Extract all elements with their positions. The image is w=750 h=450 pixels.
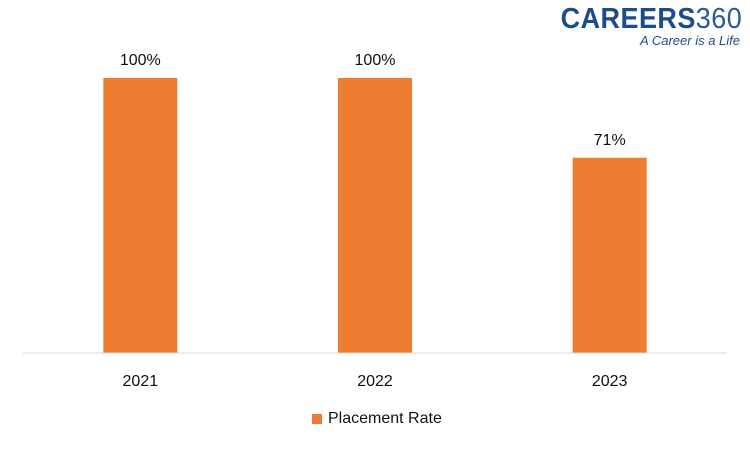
legend-label: Placement Rate xyxy=(328,410,442,427)
logo-tagline: A Career is a Life xyxy=(640,33,740,48)
chart-legend: Placement Rate xyxy=(312,410,442,428)
data-label-2022: 100% xyxy=(355,52,396,69)
x-tick-label-2021: 2021 xyxy=(123,373,159,390)
bar-2021 xyxy=(103,78,178,353)
data-label-2023: 71% xyxy=(594,132,626,149)
x-tick-labels-group: 2021 2022 2023 xyxy=(123,373,628,390)
data-labels-group: 100% 100% 71% xyxy=(120,52,626,149)
logo-text: CAREERS xyxy=(560,3,696,35)
bars-group xyxy=(103,78,647,353)
logo-wordmark: CAREERS360 xyxy=(560,2,742,36)
x-tick-label-2023: 2023 xyxy=(592,373,628,390)
bar-2022 xyxy=(338,78,412,353)
careers360-logo: CAREERS360 A Career is a Life xyxy=(547,2,742,48)
data-label-2021: 100% xyxy=(120,52,161,69)
bar-2023 xyxy=(572,157,647,353)
logo-number: 360 xyxy=(695,3,742,35)
legend-swatch xyxy=(312,414,322,424)
x-tick-label-2022: 2022 xyxy=(357,373,393,390)
